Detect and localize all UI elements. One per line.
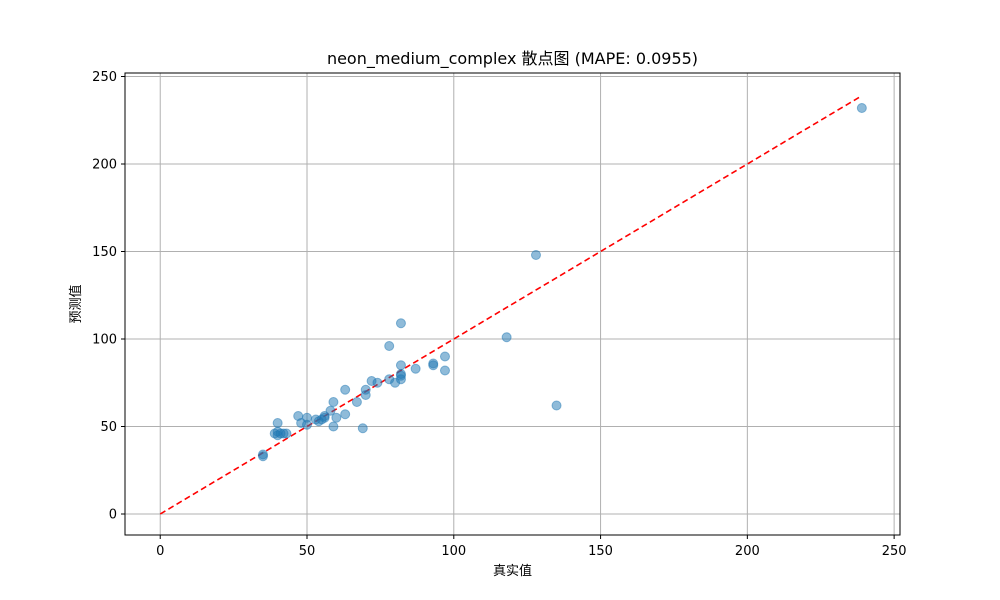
y-axis-ticks: 0 50 100 150 200 250 [92,70,125,523]
y-tick-label: 250 [92,70,117,85]
grid [125,73,900,535]
x-tick-label: 250 [882,544,907,559]
data-point [372,377,383,388]
y-axis-label: 预测值 [68,284,84,323]
x-axis-ticks: 0 50 100 150 200 250 [156,535,907,559]
x-tick-label: 0 [156,544,164,559]
data-point [530,250,541,260]
chart-title: neon_medium_complex 散点图 (MAPE: 0.0955) [327,49,698,69]
data-point [302,419,313,430]
data-point [351,397,362,407]
x-axis-label: 真实值 [493,563,532,579]
data-point [395,318,406,329]
y-tick-label: 50 [100,420,117,435]
data-point [331,412,342,423]
data-point [395,374,406,385]
x-tick-label: 150 [588,544,613,559]
reference-line-layer [159,95,863,515]
data-point [360,390,371,400]
data-point [325,405,336,416]
data-point [357,423,368,434]
x-tick-label: 200 [735,544,760,559]
data-point [340,409,351,420]
data-point [395,360,406,371]
data-point [328,421,339,432]
data-point [319,412,330,423]
data-point [439,365,450,376]
data-point [281,428,292,439]
data-point [410,363,421,374]
data-point [501,332,512,343]
data-point [340,384,351,395]
y-tick-label: 200 [92,158,117,173]
data-point [384,341,395,351]
data-point [428,360,439,371]
x-tick-label: 100 [441,544,466,559]
x-tick-label: 50 [299,544,316,559]
data-point [257,451,268,462]
reference-line [159,95,863,515]
data-point [551,400,562,411]
data-point [439,351,450,362]
data-point [272,418,283,428]
data-points [257,103,867,462]
y-tick-label: 150 [92,245,117,260]
plot-area-frame [124,72,901,536]
data-point [328,397,339,407]
y-tick-label: 0 [109,508,117,523]
data-point [856,103,867,113]
y-tick-label: 100 [92,333,117,348]
